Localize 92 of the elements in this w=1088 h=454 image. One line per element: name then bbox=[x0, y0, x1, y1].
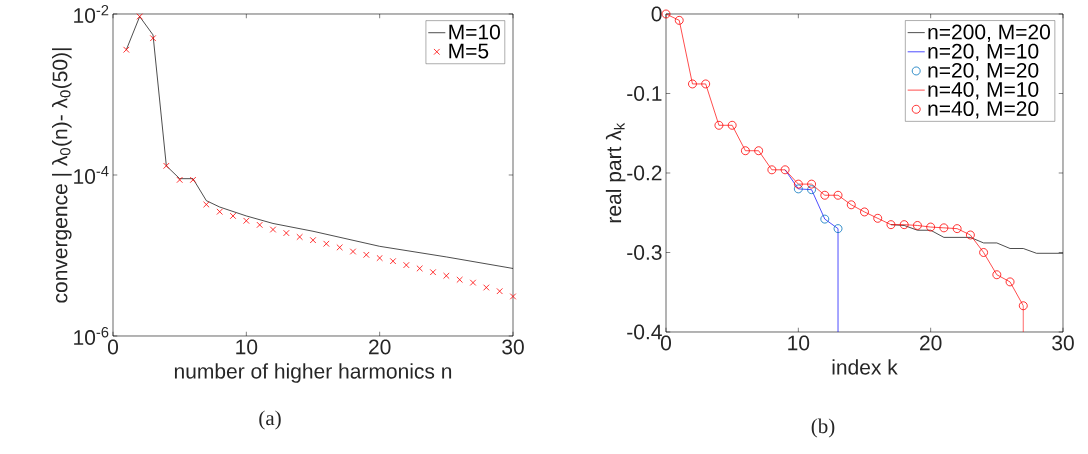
point bbox=[939, 223, 949, 233]
point bbox=[820, 190, 830, 200]
point bbox=[456, 276, 463, 283]
legend-label: n=20, M=10 bbox=[928, 43, 1039, 62]
point bbox=[846, 200, 856, 210]
point bbox=[979, 248, 988, 257]
x-axis-title: index k bbox=[832, 359, 898, 375]
point bbox=[403, 261, 410, 269]
point bbox=[349, 248, 357, 255]
point bbox=[389, 257, 397, 265]
point bbox=[283, 229, 290, 237]
point bbox=[376, 254, 383, 262]
point bbox=[296, 233, 303, 241]
point bbox=[269, 226, 277, 233]
point bbox=[416, 265, 423, 272]
point bbox=[793, 179, 803, 189]
point bbox=[443, 272, 450, 279]
point bbox=[674, 15, 684, 25]
legend-label: n=20, M=20 bbox=[928, 62, 1039, 81]
point bbox=[992, 270, 1002, 280]
point bbox=[899, 220, 909, 230]
x-tick-label: 20 bbox=[920, 335, 942, 351]
point bbox=[807, 185, 816, 195]
x-axis-title: number of higher harmonics n bbox=[174, 363, 452, 383]
point bbox=[176, 176, 183, 184]
point bbox=[886, 220, 896, 230]
point bbox=[149, 35, 157, 42]
y-tick-label: -0.4 bbox=[627, 324, 662, 340]
point bbox=[661, 9, 671, 19]
point bbox=[701, 79, 711, 89]
x-tick-label: 30 bbox=[502, 339, 524, 355]
point bbox=[860, 207, 869, 217]
point bbox=[727, 120, 737, 130]
point bbox=[336, 244, 343, 251]
point bbox=[243, 217, 250, 224]
point bbox=[793, 184, 803, 194]
point bbox=[483, 284, 490, 291]
point bbox=[913, 221, 922, 230]
x-tick-label: 10 bbox=[788, 335, 810, 351]
y-axis-title: real part λ$_{k}$ bbox=[605, 122, 626, 223]
point bbox=[873, 213, 883, 223]
point bbox=[688, 79, 697, 89]
y-tick-label: -0.2 bbox=[627, 165, 662, 181]
point bbox=[256, 221, 263, 229]
legend-label: M=10 bbox=[449, 24, 500, 40]
point bbox=[323, 240, 330, 247]
point bbox=[509, 293, 517, 300]
point bbox=[229, 212, 237, 220]
text: (a) bbox=[259, 410, 281, 430]
x-tick-label: 0 bbox=[107, 339, 119, 355]
point bbox=[189, 176, 197, 184]
point bbox=[780, 165, 790, 175]
point bbox=[203, 201, 210, 208]
x-tick-label: 10 bbox=[236, 339, 258, 355]
y-tick-label: 10$^{-2}$ bbox=[74, 5, 109, 23]
point bbox=[820, 214, 830, 224]
line-series bbox=[784, 169, 839, 332]
text: (b) bbox=[811, 418, 835, 438]
point bbox=[741, 146, 750, 156]
point bbox=[833, 190, 843, 200]
point bbox=[714, 120, 724, 130]
point bbox=[429, 268, 437, 276]
point bbox=[309, 236, 317, 244]
legend-label: n=200, M=20 bbox=[928, 24, 1050, 42]
point bbox=[216, 208, 223, 215]
point bbox=[136, 13, 143, 20]
y-tick-label: 0 bbox=[651, 6, 662, 22]
x-tick-label: 30 bbox=[1052, 335, 1074, 351]
y-tick-label: 10$^{-6}$ bbox=[74, 327, 109, 345]
point bbox=[965, 230, 975, 240]
legend-label: n=40, M=20 bbox=[928, 101, 1039, 119]
point bbox=[469, 279, 477, 286]
legend-label: n=40, M=10 bbox=[928, 82, 1039, 100]
point bbox=[952, 224, 962, 234]
y-tick-label: 10$^{-4}$ bbox=[74, 166, 109, 184]
point bbox=[123, 46, 130, 53]
y-axis-title: convergence | λ$_{0}$(n)- λ$_{0}$(50)| bbox=[52, 48, 72, 303]
point bbox=[833, 224, 843, 234]
x-tick-label: 20 bbox=[369, 339, 391, 355]
point bbox=[163, 162, 170, 170]
point bbox=[496, 287, 503, 295]
y-tick-label: -0.1 bbox=[627, 86, 662, 101]
point bbox=[1005, 277, 1015, 287]
point bbox=[1018, 301, 1028, 311]
y-tick-label: -0.3 bbox=[627, 245, 662, 260]
point bbox=[807, 179, 816, 189]
point bbox=[363, 251, 370, 259]
legend-label: M=5 bbox=[449, 43, 489, 59]
point bbox=[926, 222, 936, 232]
point bbox=[754, 146, 764, 156]
point bbox=[767, 165, 777, 175]
x-tick-label: 0 bbox=[660, 335, 672, 351]
